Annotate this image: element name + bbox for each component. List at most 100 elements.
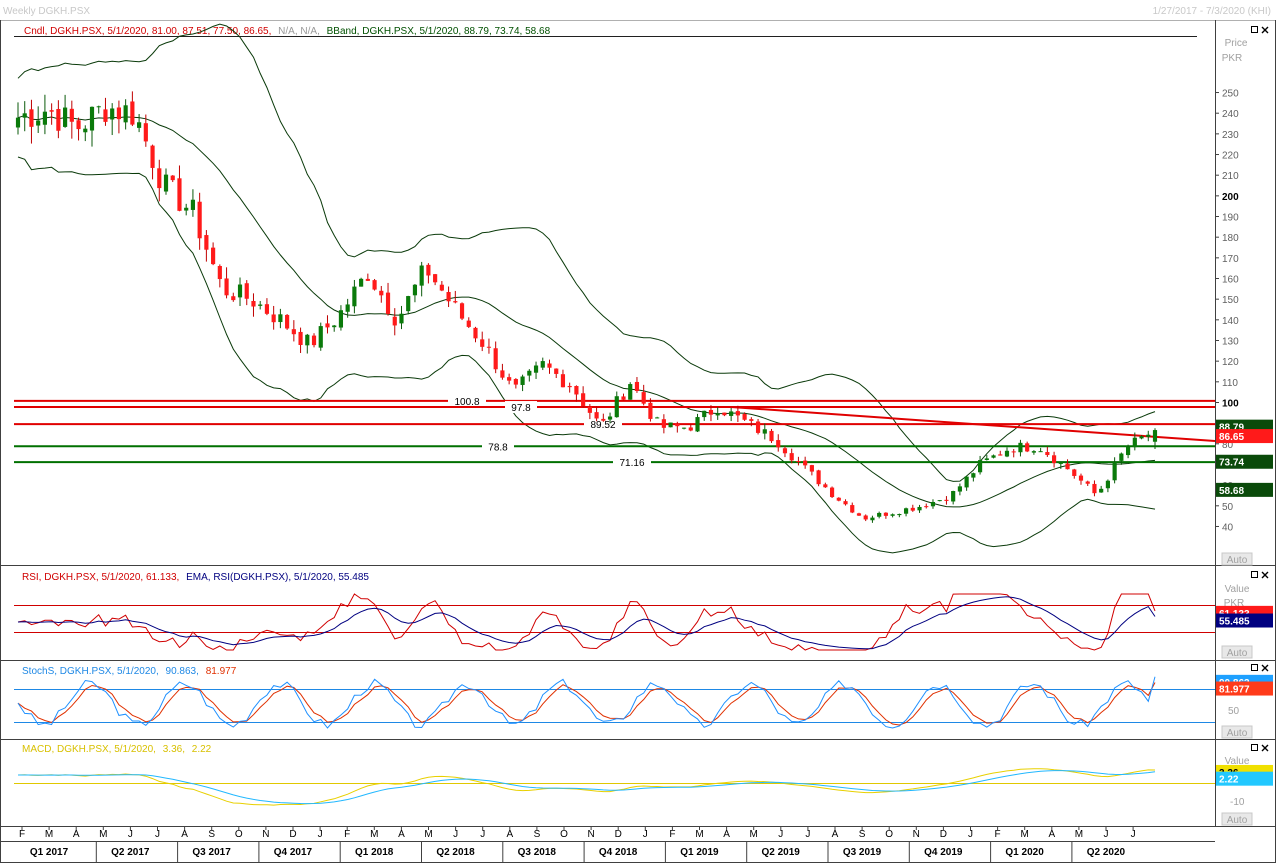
candle[interactable] bbox=[924, 503, 929, 509]
candle[interactable] bbox=[392, 308, 397, 336]
candle[interactable] bbox=[688, 423, 693, 432]
candle[interactable] bbox=[150, 144, 155, 180]
candle[interactable] bbox=[547, 359, 552, 374]
candle[interactable] bbox=[116, 100, 122, 134]
maximize-icon[interactable] bbox=[1251, 664, 1258, 671]
candle[interactable] bbox=[513, 378, 518, 389]
close-icon[interactable] bbox=[1261, 744, 1269, 752]
candle[interactable] bbox=[137, 114, 142, 133]
candle[interactable] bbox=[722, 412, 727, 417]
candle[interactable] bbox=[332, 324, 337, 332]
candle[interactable] bbox=[190, 189, 196, 217]
candle[interactable] bbox=[527, 369, 532, 382]
candle[interactable] bbox=[372, 278, 377, 291]
candle[interactable] bbox=[63, 94, 68, 128]
candle[interactable] bbox=[143, 114, 148, 147]
candle[interactable] bbox=[540, 357, 545, 371]
candle[interactable] bbox=[1085, 480, 1090, 486]
candle[interactable] bbox=[1146, 430, 1151, 442]
candle[interactable] bbox=[237, 277, 243, 307]
candle[interactable] bbox=[224, 267, 229, 299]
candle[interactable] bbox=[944, 496, 949, 505]
candle[interactable] bbox=[964, 475, 969, 491]
candle[interactable] bbox=[453, 290, 458, 304]
candle[interactable] bbox=[15, 102, 21, 135]
macd-auto-button[interactable] bbox=[1221, 812, 1253, 826]
candle[interactable] bbox=[755, 418, 761, 435]
candle[interactable] bbox=[1132, 432, 1137, 451]
candle[interactable] bbox=[991, 454, 996, 459]
candle[interactable] bbox=[278, 308, 283, 329]
candle[interactable] bbox=[1051, 451, 1057, 468]
candle[interactable] bbox=[76, 117, 81, 141]
candle[interactable] bbox=[823, 482, 828, 488]
candle[interactable] bbox=[836, 497, 841, 502]
candle[interactable] bbox=[1105, 479, 1110, 493]
candle[interactable] bbox=[917, 504, 922, 513]
candle[interactable] bbox=[486, 338, 492, 354]
candle[interactable] bbox=[533, 361, 539, 379]
candle[interactable] bbox=[500, 363, 505, 380]
macd-panel-controls[interactable] bbox=[1251, 744, 1269, 752]
candle[interactable] bbox=[567, 382, 572, 393]
candle[interactable] bbox=[466, 317, 471, 329]
candle[interactable] bbox=[951, 490, 956, 505]
candle[interactable] bbox=[661, 414, 666, 434]
candle[interactable] bbox=[863, 514, 868, 522]
candle[interactable] bbox=[1139, 435, 1144, 440]
candle[interactable] bbox=[634, 377, 640, 393]
candle[interactable] bbox=[977, 455, 983, 475]
candle[interactable] bbox=[581, 386, 586, 408]
candle[interactable] bbox=[890, 513, 895, 518]
candle[interactable] bbox=[204, 230, 209, 262]
candle[interactable] bbox=[231, 292, 236, 302]
candle[interactable] bbox=[480, 331, 485, 352]
candle[interactable] bbox=[1126, 444, 1131, 459]
candle[interactable] bbox=[1099, 485, 1104, 493]
candle[interactable] bbox=[1038, 447, 1043, 453]
candle[interactable] bbox=[130, 91, 135, 127]
candle[interactable] bbox=[211, 242, 216, 266]
candle[interactable] bbox=[655, 416, 660, 419]
close-icon[interactable] bbox=[1261, 664, 1269, 672]
candle[interactable] bbox=[1031, 450, 1036, 455]
candle[interactable] bbox=[1072, 468, 1077, 479]
candle[interactable] bbox=[406, 295, 411, 315]
candle[interactable] bbox=[803, 456, 808, 469]
candle[interactable] bbox=[359, 277, 364, 287]
candle[interactable] bbox=[385, 282, 391, 316]
candle[interactable] bbox=[291, 320, 296, 342]
candle[interactable] bbox=[1045, 446, 1050, 457]
price-auto-button[interactable] bbox=[1221, 552, 1253, 566]
candle[interactable] bbox=[614, 391, 619, 418]
candle[interactable] bbox=[554, 368, 559, 379]
close-icon[interactable] bbox=[1261, 571, 1269, 579]
candle[interactable] bbox=[607, 412, 613, 424]
candle[interactable] bbox=[762, 423, 767, 440]
candle[interactable] bbox=[83, 125, 88, 142]
candle[interactable] bbox=[715, 407, 720, 420]
candle[interactable] bbox=[971, 472, 976, 482]
candle[interactable] bbox=[1092, 480, 1097, 497]
candle[interactable] bbox=[998, 450, 1003, 456]
candle[interactable] bbox=[587, 404, 592, 420]
candle[interactable] bbox=[244, 280, 249, 306]
candle[interactable] bbox=[1065, 459, 1070, 470]
candle[interactable] bbox=[708, 405, 714, 422]
candle[interactable] bbox=[1078, 473, 1084, 485]
candle[interactable] bbox=[433, 273, 438, 286]
candle[interactable] bbox=[816, 469, 821, 487]
candle[interactable] bbox=[419, 261, 424, 297]
candle[interactable] bbox=[89, 106, 95, 147]
candle[interactable] bbox=[305, 333, 310, 354]
candle[interactable] bbox=[1119, 452, 1124, 465]
candle[interactable] bbox=[742, 412, 747, 421]
rsi-panel-controls[interactable] bbox=[1251, 571, 1269, 579]
candle[interactable] bbox=[29, 99, 34, 144]
candle[interactable] bbox=[648, 398, 653, 422]
candle[interactable] bbox=[1058, 461, 1063, 469]
maximize-icon[interactable] bbox=[1251, 744, 1258, 751]
candle[interactable] bbox=[345, 298, 350, 318]
candle[interactable] bbox=[574, 385, 579, 402]
candle[interactable] bbox=[1112, 457, 1117, 484]
